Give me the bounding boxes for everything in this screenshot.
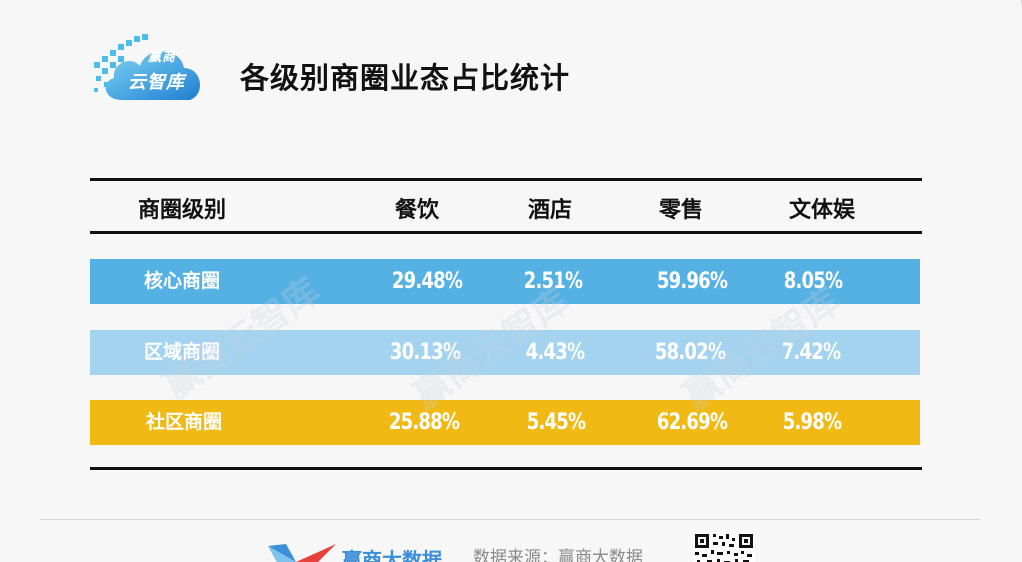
value-hotel: 2.51% <box>524 259 582 304</box>
value-dining: 25.88% <box>389 400 459 445</box>
value-entertainment: 8.05% <box>784 259 842 304</box>
footer-divider <box>40 519 980 520</box>
table-row: 区域商圈 30.13% 4.43% 58.02% 7.42% <box>90 330 920 375</box>
row-label: 核心商圈 <box>144 259 220 304</box>
header-dining: 餐饮 <box>395 192 439 224</box>
header-retail: 零售 <box>659 192 703 224</box>
value-entertainment: 5.98% <box>783 400 841 445</box>
value-hotel: 5.45% <box>527 400 585 445</box>
logo-text-bottom: 云智库 <box>128 68 185 94</box>
header-hotel: 酒店 <box>528 192 572 224</box>
table-bottom-rule <box>90 467 922 470</box>
value-dining: 29.48% <box>392 259 462 304</box>
footer-brand: 赢商大数据 <box>342 544 442 562</box>
value-dining: 30.13% <box>390 330 460 375</box>
table-row: 核心商圈 29.48% 2.51% 59.96% 8.05% <box>90 259 920 304</box>
page-title: 各级别商圈业态占比统计 <box>240 55 570 97</box>
logo-text-top: 赢商 <box>148 46 176 65</box>
qr-code-icon <box>693 532 755 562</box>
value-retail: 58.02% <box>655 330 725 375</box>
header-level: 商圈级别 <box>138 192 226 224</box>
footer-logo-icon <box>266 540 340 562</box>
value-retail: 62.69% <box>657 400 727 445</box>
table-header-rule <box>90 231 922 234</box>
value-hotel: 4.43% <box>526 330 584 375</box>
table-row: 社区商圈 25.88% 5.45% 62.69% 5.98% <box>90 400 920 445</box>
value-retail: 59.96% <box>657 259 727 304</box>
brand-logo: 赢商 云智库 <box>92 32 206 106</box>
data-source: 数据来源：赢商大数据 <box>473 543 643 562</box>
value-entertainment: 7.42% <box>782 330 840 375</box>
row-label: 区域商圈 <box>144 330 220 375</box>
table-top-rule <box>90 178 922 181</box>
header-entertainment: 文体娱 <box>789 192 855 224</box>
row-label: 社区商圈 <box>146 400 222 445</box>
